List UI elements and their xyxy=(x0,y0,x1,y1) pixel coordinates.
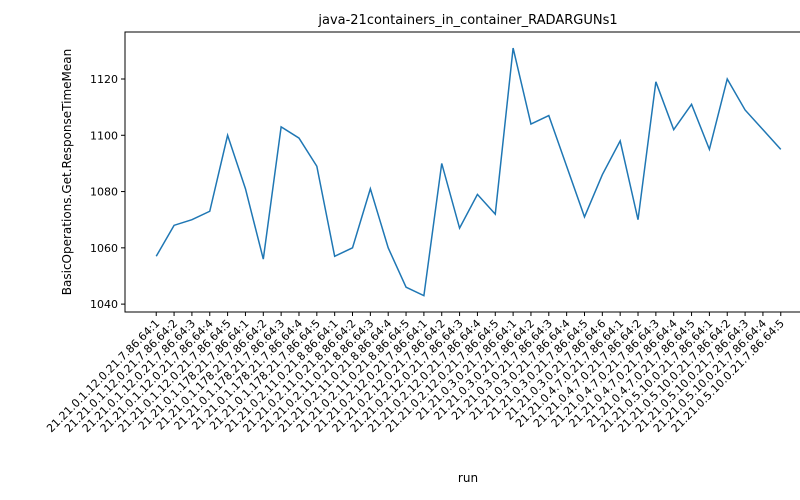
y-axis-label: BasicOperations.Get.ResponseTimeMean xyxy=(60,49,74,295)
plot-frame xyxy=(124,31,800,313)
y-tick-label: 1060 xyxy=(90,242,118,255)
y-tick-label: 1100 xyxy=(90,129,118,142)
y-tick-label: 1040 xyxy=(90,298,118,311)
y-tick-label: 1080 xyxy=(90,186,118,199)
chart-title: java-21containers_in_container_RADARGUNs… xyxy=(317,13,617,28)
x-axis-label: run xyxy=(458,471,478,485)
y-tick-label: 1120 xyxy=(90,73,118,86)
data-line xyxy=(155,47,782,297)
